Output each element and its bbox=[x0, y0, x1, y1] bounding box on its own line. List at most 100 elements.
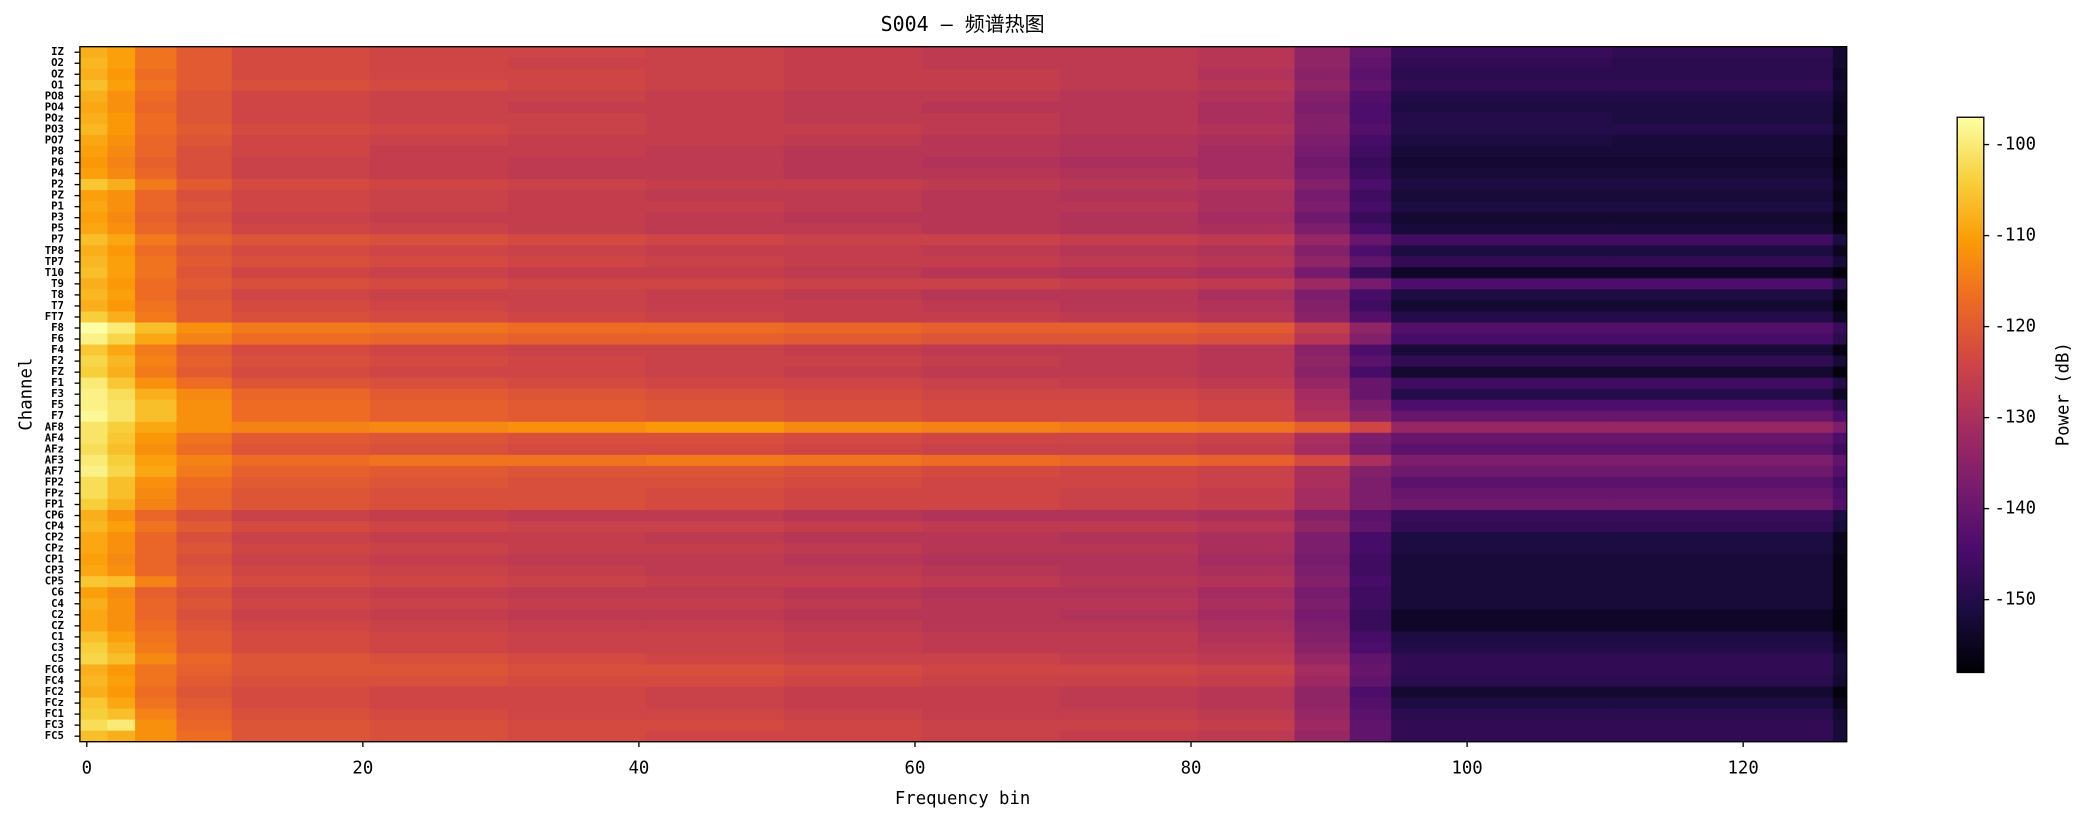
heatmap-cell bbox=[1059, 609, 1199, 621]
heatmap-cell bbox=[507, 201, 647, 213]
heatmap-cell bbox=[645, 234, 785, 246]
heatmap-cell bbox=[176, 377, 233, 390]
heatmap-cell bbox=[783, 432, 923, 445]
heatmap-cell bbox=[507, 101, 647, 114]
heatmap-cell bbox=[1349, 355, 1392, 368]
heatmap-cell bbox=[1197, 664, 1296, 677]
heatmap-cell bbox=[507, 421, 647, 434]
heatmap-cell bbox=[921, 443, 1061, 456]
heatmap-cell bbox=[507, 410, 647, 423]
heatmap-cell bbox=[176, 598, 233, 610]
heatmap-cell bbox=[369, 587, 509, 599]
heatmap-cell bbox=[1391, 355, 1613, 368]
heatmap-cell bbox=[1391, 465, 1613, 478]
heatmap-cell bbox=[369, 256, 509, 268]
heatmap-cell bbox=[1294, 201, 1351, 213]
heatmap-cell bbox=[645, 708, 785, 721]
heatmap-cell bbox=[1059, 145, 1199, 158]
heatmap-cell bbox=[1612, 300, 1834, 312]
heatmap-cell bbox=[1294, 686, 1351, 699]
heatmap-cell bbox=[1612, 465, 1834, 478]
heatmap-cell bbox=[507, 708, 647, 721]
heatmap-cell bbox=[921, 311, 1061, 324]
heatmap-cell bbox=[507, 576, 647, 588]
heatmap-cell bbox=[79, 256, 109, 268]
heatmap-cell bbox=[645, 256, 785, 268]
heatmap-cell bbox=[135, 256, 178, 268]
heatmap-cell bbox=[1612, 168, 1834, 180]
heatmap-cell bbox=[921, 68, 1061, 81]
heatmap-cell bbox=[176, 686, 233, 699]
heatmap-cell bbox=[1612, 532, 1834, 544]
heatmap-cell bbox=[645, 664, 785, 677]
heatmap-cell bbox=[1832, 498, 1848, 511]
heatmap-cell bbox=[231, 344, 371, 357]
heatmap-cell bbox=[369, 675, 509, 688]
heatmap-cell bbox=[1197, 388, 1296, 401]
heatmap-cell bbox=[135, 631, 178, 643]
y-tick-label: FZ bbox=[51, 365, 64, 378]
heatmap-cell bbox=[1612, 289, 1834, 301]
heatmap-cell bbox=[1197, 708, 1296, 721]
heatmap-cell bbox=[1391, 653, 1613, 665]
y-tick-label: T7 bbox=[51, 299, 64, 312]
y-tick-label: OZ bbox=[51, 67, 64, 80]
y-tick-label: T8 bbox=[51, 288, 64, 301]
heatmap-cell bbox=[231, 278, 371, 290]
heatmap-cell bbox=[231, 620, 371, 632]
heatmap-cell bbox=[231, 697, 371, 710]
heatmap-cell bbox=[1832, 157, 1848, 169]
heatmap-cell bbox=[1349, 223, 1392, 235]
heatmap-cell bbox=[107, 190, 136, 202]
heatmap-cell bbox=[135, 410, 178, 423]
heatmap-cell bbox=[135, 675, 178, 688]
heatmap-cell bbox=[507, 168, 647, 180]
heatmap-cell bbox=[1197, 642, 1296, 654]
heatmap-cell bbox=[369, 90, 509, 103]
heatmap-cell bbox=[1612, 708, 1834, 721]
heatmap-cell bbox=[921, 57, 1061, 70]
heatmap-cell bbox=[369, 432, 509, 445]
heatmap-cell bbox=[1197, 68, 1296, 81]
heatmap-cell bbox=[107, 112, 136, 125]
heatmap-cell bbox=[1612, 498, 1834, 511]
heatmap-cell bbox=[79, 642, 109, 654]
heatmap-cell bbox=[1059, 532, 1199, 544]
heatmap-cell bbox=[79, 311, 109, 324]
heatmap-cell bbox=[1059, 432, 1199, 445]
heatmap-cell bbox=[645, 190, 785, 202]
heatmap-cell bbox=[1832, 432, 1848, 445]
heatmap-cell bbox=[645, 620, 785, 632]
heatmap-cell bbox=[79, 123, 109, 136]
heatmap-cell bbox=[1832, 576, 1848, 588]
heatmap-cell bbox=[921, 90, 1061, 103]
heatmap-cell bbox=[369, 454, 509, 467]
heatmap-cell bbox=[783, 157, 923, 169]
heatmap-cell bbox=[1391, 57, 1613, 70]
heatmap-cell bbox=[1197, 498, 1296, 511]
heatmap-cell bbox=[231, 598, 371, 610]
heatmap-cell bbox=[79, 498, 109, 511]
y-tick-label: F6 bbox=[51, 332, 64, 345]
heatmap-cell bbox=[921, 168, 1061, 180]
heatmap-cell bbox=[1294, 311, 1351, 324]
heatmap-cell bbox=[1832, 708, 1848, 721]
heatmap-cell bbox=[1612, 565, 1834, 577]
heatmap-cell bbox=[79, 443, 109, 456]
heatmap-cell bbox=[176, 554, 233, 566]
heatmap-cell bbox=[1294, 355, 1351, 368]
heatmap-cell bbox=[107, 267, 136, 279]
heatmap-cell bbox=[369, 421, 509, 434]
heatmap-cell bbox=[1832, 234, 1848, 246]
heatmap-cell bbox=[1391, 101, 1613, 114]
heatmap-cell bbox=[231, 212, 371, 224]
heatmap-cell bbox=[231, 289, 371, 301]
heatmap-cell bbox=[1197, 201, 1296, 213]
heatmap-cell bbox=[921, 476, 1061, 489]
heatmap-cell bbox=[135, 620, 178, 632]
heatmap-cell bbox=[1832, 112, 1848, 125]
heatmap-cell bbox=[1197, 487, 1296, 500]
heatmap-cell bbox=[1294, 476, 1351, 489]
y-tick-label: O1 bbox=[51, 78, 64, 91]
heatmap-cell bbox=[369, 333, 509, 346]
